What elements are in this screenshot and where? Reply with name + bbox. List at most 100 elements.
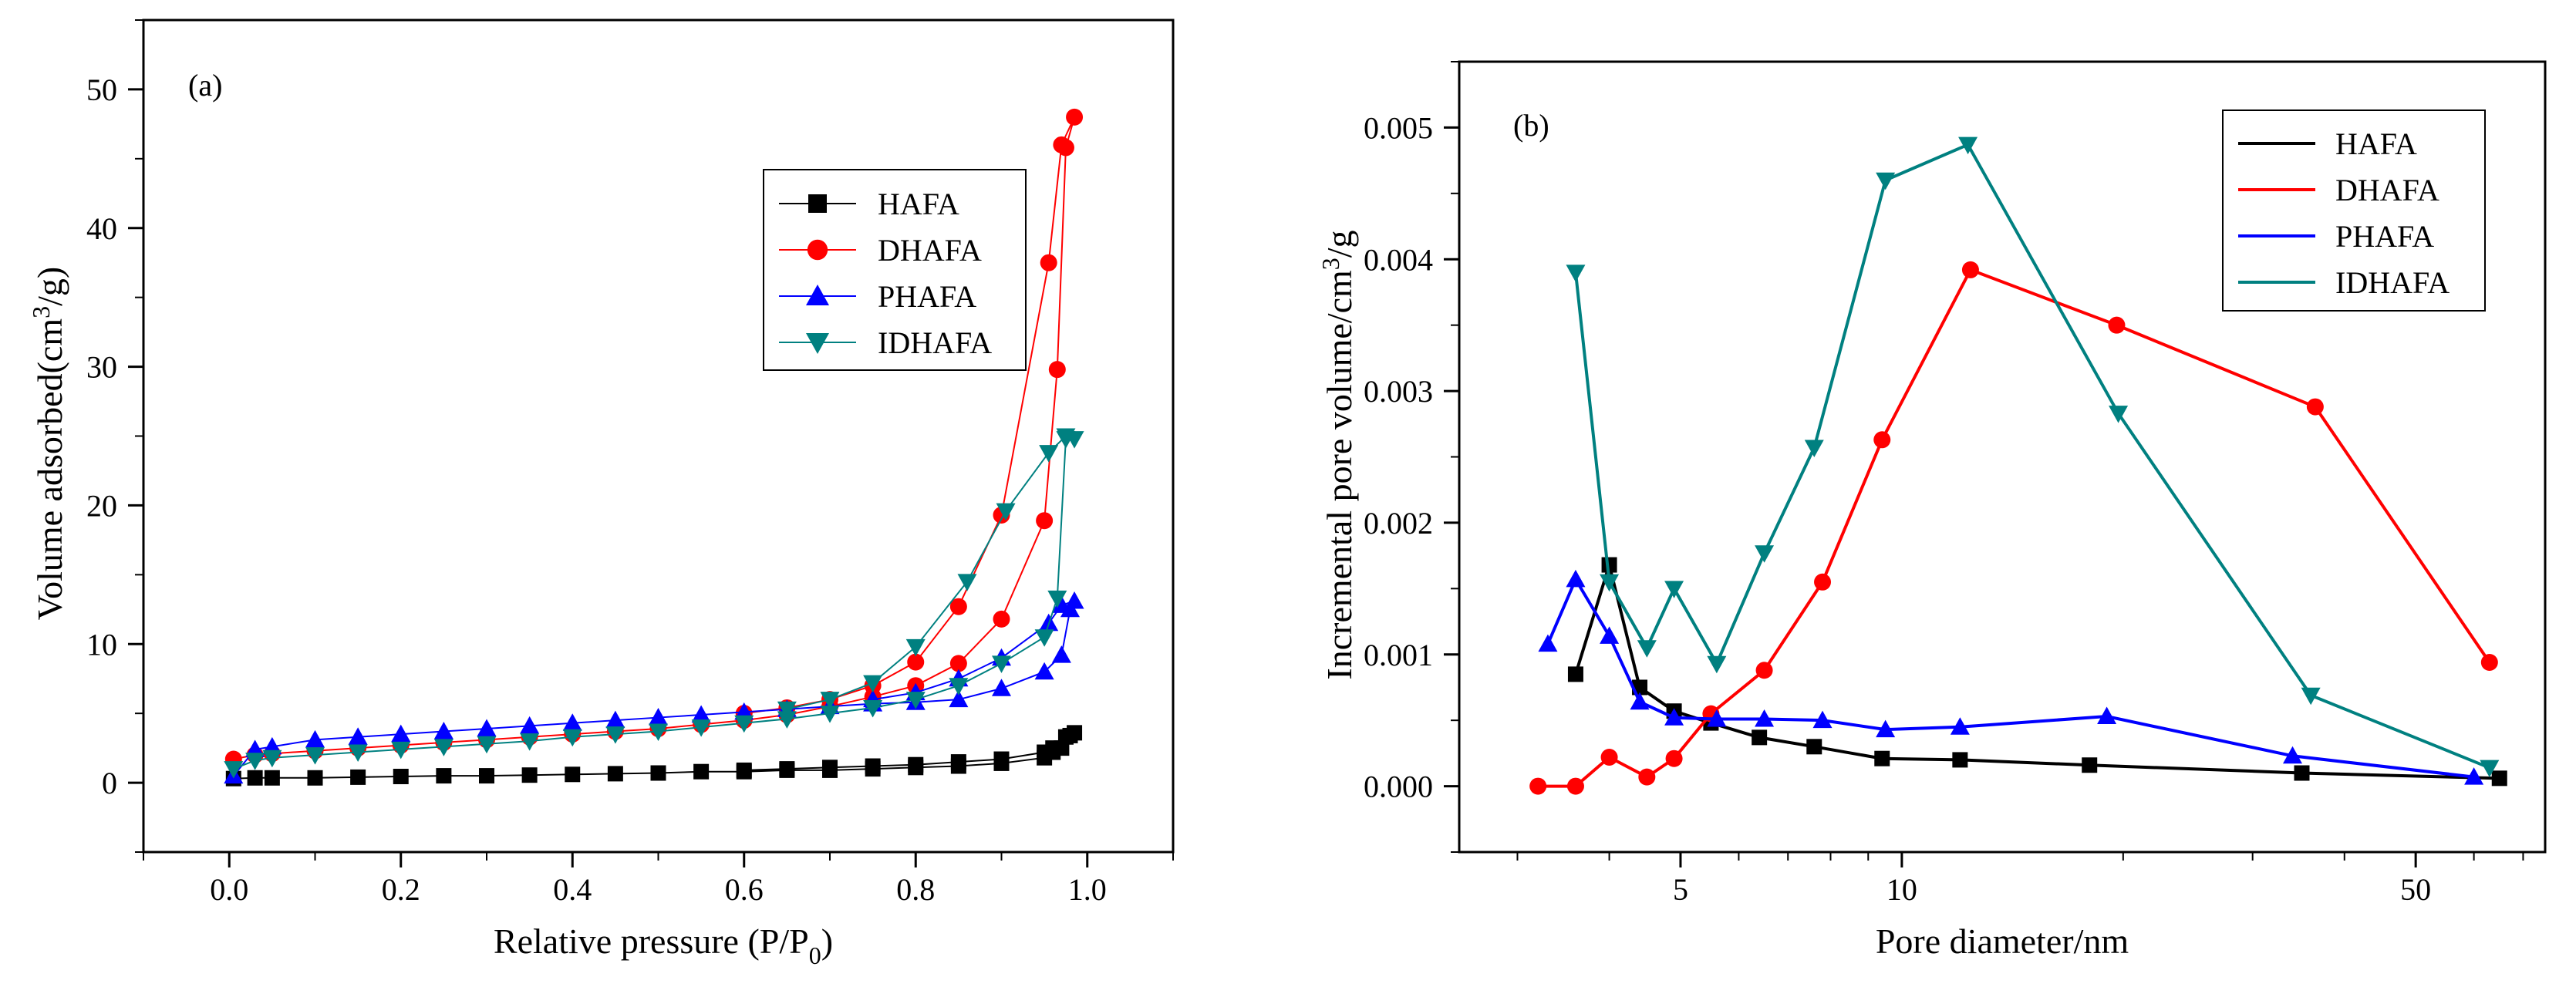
panel-a-point-hafa: [350, 769, 366, 785]
panel-b-point-hafa: [1874, 750, 1890, 766]
panel-a-point-hafa: [565, 766, 581, 783]
panel-a-point-dhafa: [949, 598, 967, 615]
panel-b-y-tick-label: 0.003: [1364, 374, 1433, 409]
panel-b-point-phafa: [2282, 746, 2302, 764]
panel-a-point-phafa: [305, 729, 325, 748]
panel-a-point-idhafa: [777, 711, 797, 729]
panel-b-point-idhafa: [1566, 264, 1586, 282]
panel-a-point-idhafa: [348, 744, 368, 763]
panel-a-legend-marker-phafa: [806, 285, 829, 305]
panel-a-point-hafa: [436, 768, 452, 784]
panel-b-legend-label-hafa: HAFA: [2335, 126, 2417, 161]
panel-a-point-idhafa: [957, 574, 977, 591]
panel-b-series-group: [1529, 136, 2507, 795]
panel-b-point-hafa: [2294, 765, 2310, 781]
panel-a-x-tick-label: 1.0: [1068, 872, 1107, 907]
panel-a-point-idhafa: [863, 699, 883, 718]
panel-b-point-phafa: [1876, 719, 1896, 738]
panel-a-point-dhafa: [1053, 136, 1071, 153]
panel-b-point-phafa: [2464, 767, 2484, 785]
panel-a-x-tick-label: 0.2: [382, 872, 420, 907]
panel-a-point-hafa: [908, 756, 924, 773]
panel-a-point-idhafa: [996, 503, 1016, 521]
panel-b-series-line-hafa: [1574, 559, 2500, 780]
panel-a-point-hafa: [307, 770, 323, 786]
panel-a-point-phafa: [691, 705, 711, 723]
panel-a-legend-label-phafa: PHAFA: [878, 279, 976, 314]
panel-a-point-idhafa: [562, 729, 582, 747]
panel-a-point-phafa: [1034, 662, 1054, 680]
panel-b-point-phafa: [1755, 709, 1775, 727]
panel-b-label: (b): [1513, 108, 1549, 143]
panel-b-point-phafa: [1630, 692, 1650, 710]
panel-a-point-hafa: [247, 770, 263, 786]
panel-a-point-hafa: [736, 762, 752, 778]
panel-b-point-idhafa: [1755, 545, 1775, 563]
panel-b-legend-label-dhafa: DHAFA: [2335, 173, 2439, 207]
panel-a-point-idhafa: [224, 761, 244, 779]
panel-a-point-idhafa: [245, 753, 265, 770]
panel-a-y-tick-label: 50: [86, 72, 117, 107]
panel-a-x-axis: 0.0 0.2 0.4 0.6 0.8 1.0: [143, 852, 1174, 907]
panel-b-point-phafa: [1812, 710, 1833, 729]
panel-b-point-idhafa: [2109, 406, 2129, 423]
panel-a-point-hafa: [650, 765, 666, 781]
panel-a-point-idhafa: [863, 675, 883, 693]
panel-a-point-phafa: [348, 727, 368, 745]
panel-a-point-phafa: [245, 739, 265, 757]
panel-a-y-axis: 0 10 20 30 40 50: [86, 19, 143, 853]
panel-a-point-idhafa: [1039, 445, 1059, 463]
panel-a-x-tick-label: 0.6: [725, 872, 764, 907]
panel-b-point-idhafa: [2480, 760, 2500, 778]
panel-b-y-tick-label: 0.000: [1364, 770, 1433, 804]
panel-a-point-idhafa: [905, 692, 926, 709]
panel-a-point-dhafa: [1066, 108, 1084, 126]
panel-a-point-hafa: [865, 758, 881, 774]
panel-a-series-line-idhafa: [233, 435, 1075, 770]
panel-a-point-hafa: [779, 761, 795, 777]
panel-a-point-hafa: [822, 760, 838, 776]
panel-b-point-phafa: [1664, 708, 1684, 726]
panel-b-legend-items: HAFA DHAFA PHAFA IDHAFA: [2238, 126, 2450, 300]
panel-a-point-dhafa: [993, 610, 1010, 628]
panel-b-point-phafa: [1950, 717, 1970, 735]
panel-b-y-axis: 0.000 0.001 0.002 0.003 0.004 0.005: [1364, 61, 1459, 853]
panel-a-point-idhafa: [520, 733, 540, 751]
panel-b-point-idhafa: [1637, 640, 1657, 658]
panel-b-legend-label-phafa: PHAFA: [2335, 219, 2434, 254]
panel-a-point-idhafa: [820, 692, 840, 709]
panel-a-point-idhafa: [691, 719, 711, 737]
panel-a-point-idhafa: [1034, 629, 1054, 647]
panel-a-point-dhafa: [1040, 254, 1057, 271]
panel-b-point-dhafa: [1814, 573, 1832, 591]
panel-a-point-idhafa: [1056, 428, 1076, 446]
panel-a-point-idhafa: [992, 655, 1011, 673]
panel-a-point-hafa: [993, 751, 1010, 767]
panel-a-point-hafa: [1037, 744, 1053, 760]
panel-a-point-phafa: [734, 702, 754, 720]
panel-b-point-phafa: [1538, 634, 1558, 652]
panel-a-point-hafa: [693, 763, 710, 780]
panel-a-y-axis-title: Volume adsorbed(cm3/g): [27, 267, 69, 620]
panel-a-point-phafa: [1064, 591, 1084, 609]
panel-a-point-idhafa: [305, 747, 325, 765]
panel-b-point-dhafa: [2306, 398, 2324, 416]
panel-b-legend-label-idhafa: IDHAFA: [2335, 265, 2450, 300]
panel-a-point-dhafa: [1036, 512, 1054, 530]
panel-a-point-idhafa: [820, 706, 840, 723]
panel-a-point-idhafa: [477, 736, 497, 754]
panel-a-point-hafa: [1057, 729, 1074, 745]
panel-a-point-idhafa: [905, 638, 926, 657]
panel-b-point-phafa: [1566, 569, 1586, 588]
panel-a-point-phafa: [1051, 595, 1071, 613]
panel-a-legend-marker-dhafa: [807, 239, 828, 261]
panel-b-point-dhafa: [1529, 777, 1547, 795]
panel-a-point-hafa: [607, 766, 623, 782]
panel-a-point-hafa: [393, 768, 409, 784]
panel-b-point-hafa: [1567, 666, 1583, 682]
panel-b-y-tick-label: 0.004: [1364, 242, 1433, 277]
panel-a-point-idhafa: [605, 726, 625, 744]
panel-a-y-tick-label: 30: [86, 350, 117, 385]
panel-a-legend: HAFA DHAFA PHAFA IDHAFA: [763, 169, 1027, 371]
panel-b-point-idhafa: [1707, 655, 1727, 674]
